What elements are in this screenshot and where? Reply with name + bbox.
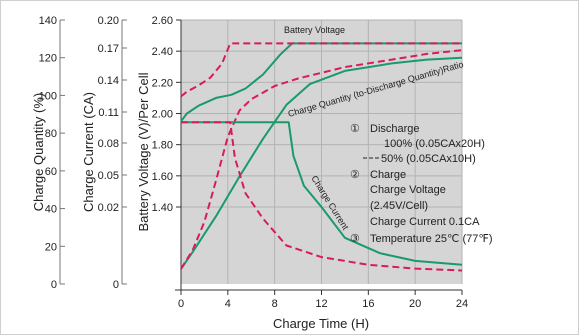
series-quantity-50pct — [180, 49, 463, 270]
tick-label-x: 0 — [178, 298, 184, 310]
tick-label-quantity: 120 — [39, 53, 57, 65]
tick-label-voltage: 2.40 — [152, 46, 173, 58]
series-quantity-100pct — [180, 56, 463, 270]
charge-line-1: Charge Voltage — [370, 184, 446, 196]
axes — [59, 19, 463, 295]
tick-label-quantity: 60 — [45, 166, 57, 178]
tick-label-voltage: 1.80 — [152, 140, 173, 152]
tick-label-current: 0.08 — [98, 138, 119, 150]
series-voltage-50pct — [180, 42, 462, 98]
tick-label-x: 20 — [409, 298, 421, 310]
annotation-charge: ② Charge Charge Voltage (2.45V/Cell) Cha… — [350, 169, 480, 228]
curve-label-voltage: Battery Voltage — [284, 25, 345, 35]
discharge-line-1: 100% (0.05CAx20H) — [384, 138, 485, 150]
discharge-title: Discharge — [370, 123, 420, 135]
temperature-marker: ③ — [350, 233, 360, 245]
data-series — [180, 42, 463, 272]
charge-line-2: (2.45V/Cell) — [370, 200, 428, 212]
tick-label-x: 4 — [225, 298, 231, 310]
y-axis-label-quantity: Charge Quantity (%) — [31, 93, 46, 212]
y-axis-label-voltage: Battery Voltage (V)/Per Cell — [136, 72, 151, 231]
tick-label-voltage: 2.60 — [152, 15, 173, 27]
charge-title: Charge — [370, 169, 406, 181]
annotation-discharge: ① Discharge 100% (0.05CAx20H) 50% (0.05C… — [350, 123, 485, 165]
tick-label-voltage: 2.00 — [152, 109, 173, 121]
tick-label-current: 0.17 — [98, 43, 119, 55]
tick-label-current: 0 — [113, 279, 119, 291]
tick-label-x: 24 — [456, 298, 468, 310]
y-axis-label-current: Charge Current (CA) — [81, 92, 96, 212]
tick-label-voltage: 1.60 — [152, 171, 173, 183]
tick-label-quantity: 20 — [45, 241, 57, 253]
charge-marker: ② — [350, 169, 360, 181]
tick-label-current: 0.20 — [98, 15, 119, 27]
series-current-100pct — [181, 121, 463, 266]
tick-label-x: 8 — [272, 298, 278, 310]
tick-label-quantity: 40 — [45, 204, 57, 216]
tick-label-voltage: 2.20 — [152, 77, 173, 89]
tick-labels: 02040608010012014000.020.050.080.110.140… — [39, 15, 468, 310]
tick-label-current: 0.11 — [98, 107, 119, 119]
tick-label-x: 16 — [362, 298, 374, 310]
tick-label-current: 0.14 — [98, 75, 119, 87]
tick-label-voltage: 1.40 — [152, 202, 173, 214]
tick-label-quantity: 80 — [45, 128, 57, 140]
tick-label-current: 0.02 — [98, 202, 119, 214]
tick-label-quantity: 0 — [51, 279, 57, 291]
tick-label-current: 0.05 — [98, 170, 119, 182]
charge-line-3: Charge Current 0.1CA — [370, 216, 480, 228]
tick-label-quantity: 140 — [39, 15, 57, 27]
discharge-marker: ① — [350, 123, 360, 135]
discharge-line-2: 50% (0.05CAx10H) — [381, 153, 476, 165]
tick-label-quantity: 100 — [39, 90, 57, 102]
series-current-50pct — [181, 121, 463, 272]
tick-label-x: 12 — [315, 298, 327, 310]
annotation-temperature: ③ Temperature 25℃ (77℉) — [350, 233, 492, 245]
x-axis-label: Charge Time (H) — [273, 316, 369, 331]
temperature-text: Temperature 25℃ (77℉) — [370, 233, 492, 245]
